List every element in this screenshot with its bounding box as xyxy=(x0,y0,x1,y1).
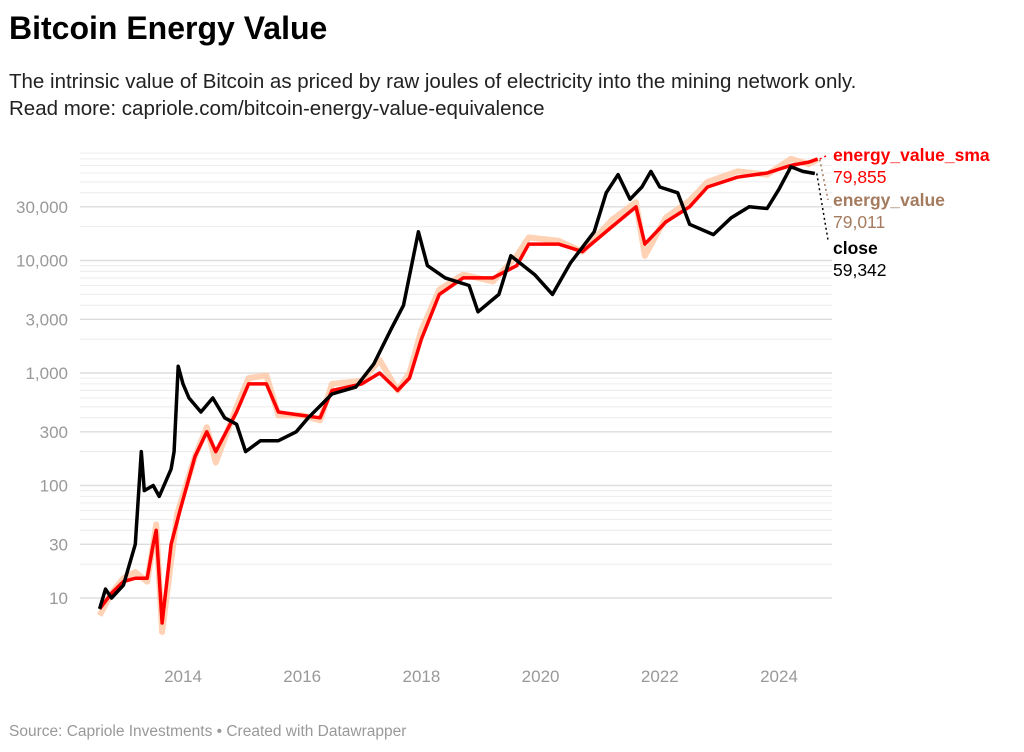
x-tick-label: 2014 xyxy=(164,667,202,686)
label-connector xyxy=(819,154,829,160)
read-more-link[interactable]: Read more: capriole.com/bitcoin-energy-v… xyxy=(9,97,545,120)
series-label-close: close xyxy=(833,238,878,258)
y-axis-ticks: 10 30 100 300 1,000 3,000 10,000 30,000 xyxy=(16,198,68,608)
series-line-energy-value-sma xyxy=(98,157,819,625)
series-last-value: 59,342 xyxy=(833,260,887,280)
x-tick-label: 2016 xyxy=(283,667,321,686)
y-tick-label: 30 xyxy=(49,535,68,554)
label-connector xyxy=(816,173,829,241)
label-connector xyxy=(819,159,829,201)
source-note: Source: Capriole Investments • Created w… xyxy=(9,723,407,740)
series-label-energy-value: energy_value xyxy=(833,190,945,210)
chart-title: Bitcoin Energy Value xyxy=(9,10,328,46)
y-tick-label: 1,000 xyxy=(25,364,68,383)
x-tick-label: 2024 xyxy=(760,667,798,686)
series-last-value: 79,855 xyxy=(833,167,887,187)
series-last-value: 79,011 xyxy=(833,212,885,232)
y-tick-label: 3,000 xyxy=(25,310,68,329)
y-tick-label: 100 xyxy=(40,477,68,496)
y-tick-label: 30,000 xyxy=(16,198,68,217)
x-tick-label: 2022 xyxy=(641,667,679,686)
x-tick-label: 2020 xyxy=(522,667,560,686)
series-label-energy-value-sma: energy_value_sma xyxy=(833,145,990,165)
series-line-close xyxy=(97,165,816,610)
x-tick-label: 2018 xyxy=(402,667,440,686)
y-tick-label: 300 xyxy=(40,423,68,442)
gridlines xyxy=(80,152,832,599)
y-tick-label: 10 xyxy=(49,589,68,608)
series-lines xyxy=(96,155,820,635)
y-tick-label: 10,000 xyxy=(16,252,68,271)
chart-subtitle: The intrinsic value of Bitcoin as priced… xyxy=(9,70,857,93)
x-axis-ticks: 2014 2016 2018 2020 2022 2024 xyxy=(164,667,798,686)
series-line-energy-value xyxy=(96,155,820,635)
